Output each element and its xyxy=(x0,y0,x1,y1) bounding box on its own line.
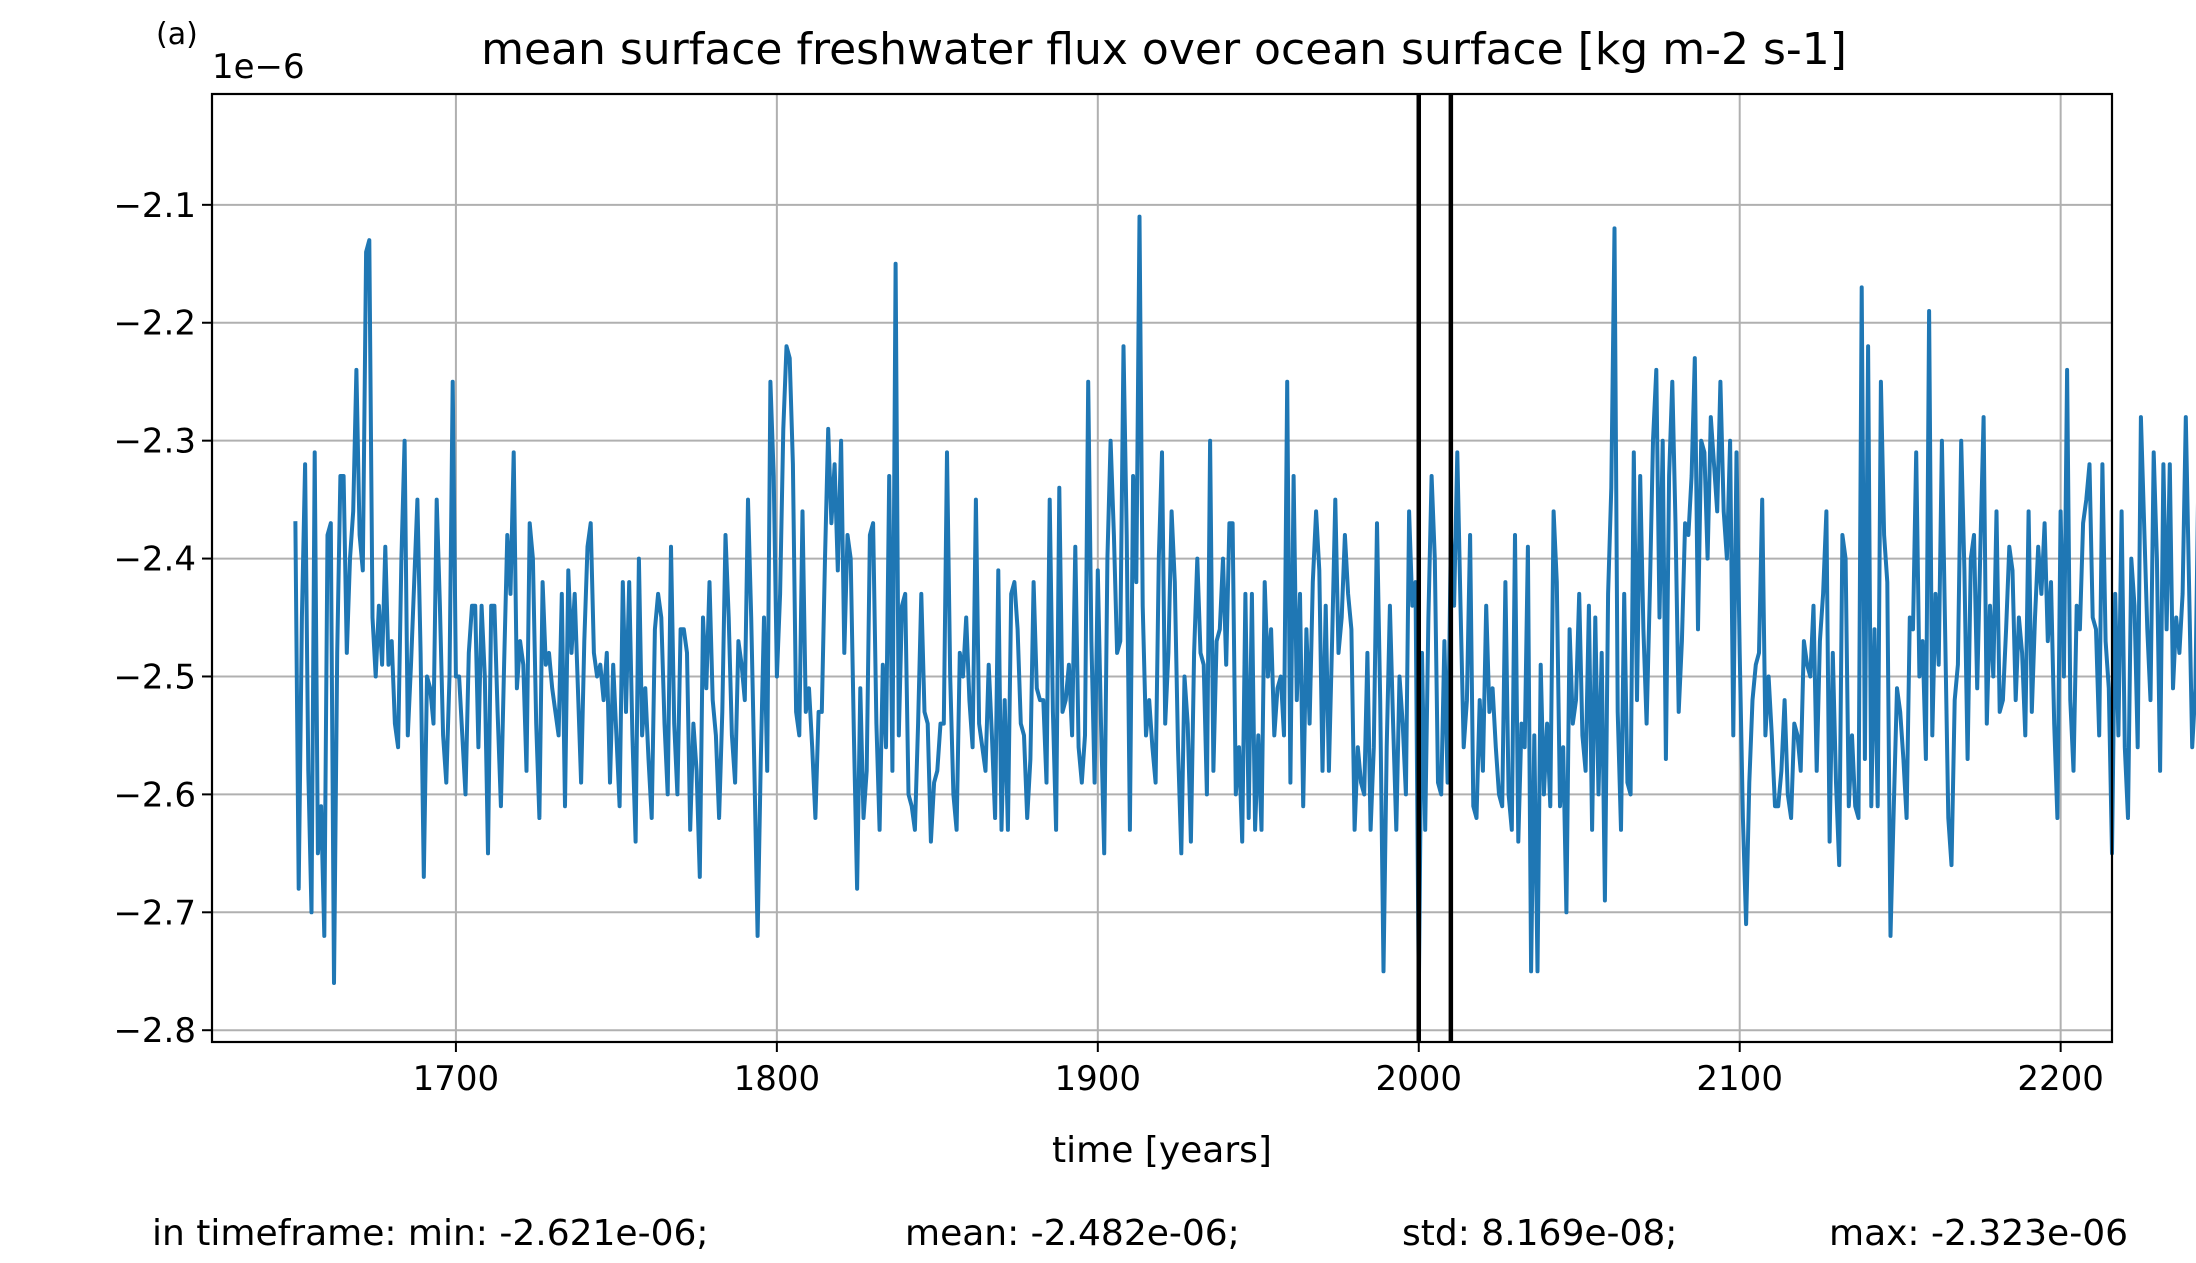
x-tick-label: 2000 xyxy=(1375,1059,1462,1099)
stat-mean: mean: -2.482e-06; xyxy=(905,1213,1240,1254)
offset-text: 1e−6 xyxy=(212,47,305,87)
stat-std: std: 8.169e-08; xyxy=(1402,1213,1677,1254)
panel-label: (a) xyxy=(156,17,198,52)
chart-title: mean surface freshwater flux over ocean … xyxy=(481,24,1847,75)
x-tick-label: 1800 xyxy=(734,1059,821,1099)
y-tick-label: −2.5 xyxy=(113,657,196,697)
axis-ticks: 1700 1800 1900 2000 2100 2200 −2.1 −2.2 −2.3 −2.4… xyxy=(113,186,2103,1099)
y-tick-label: −2.8 xyxy=(113,1011,196,1051)
series-layer xyxy=(293,214,2196,997)
y-tick-label: −2.4 xyxy=(113,540,196,580)
y-tick-label: −2.7 xyxy=(113,893,196,933)
y-tick-label: −2.1 xyxy=(113,186,196,226)
stat-min: in timeframe: min: -2.621e-06; xyxy=(152,1213,709,1254)
x-axis-label: time [years] xyxy=(1052,1130,1272,1171)
x-tick-label: 2100 xyxy=(1696,1059,1783,1099)
x-tick-label: 1700 xyxy=(413,1059,500,1099)
y-tick-label: −2.2 xyxy=(113,304,196,344)
series-line xyxy=(293,214,2196,997)
stat-max: max: -2.323e-06 xyxy=(1829,1213,2128,1254)
y-tick-label: −2.3 xyxy=(113,422,196,462)
reference-lines xyxy=(1416,94,1454,1042)
plot-frame xyxy=(210,92,2114,1044)
x-tick-label: 2200 xyxy=(2017,1059,2104,1099)
y-tick-label: −2.6 xyxy=(113,775,196,815)
x-tick-label: 1900 xyxy=(1055,1059,1142,1099)
